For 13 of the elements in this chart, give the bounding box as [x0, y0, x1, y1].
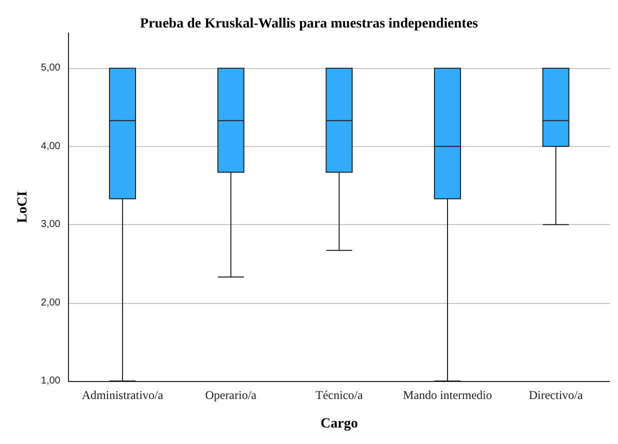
y-tick-label: 1,00 — [40, 376, 61, 386]
x-tick-label: Administrativo/a — [82, 388, 164, 402]
y-tick-label: 2,00 — [40, 297, 61, 308]
x-tick-label: Mando intermedio — [403, 388, 492, 402]
y-tick-label: 5,00 — [40, 62, 61, 74]
x-tick-label: Operario/a — [205, 388, 258, 402]
y-axis-title: LoCI — [16, 191, 30, 223]
chart-title: Prueba de Kruskal-Wallis para muestras independientes — [140, 16, 479, 32]
x-tick-label: Directivo/a — [528, 388, 584, 402]
x-axis-title: Cargo — [320, 416, 358, 432]
x-tick-label: Técnico/a — [316, 388, 364, 402]
y-tick-label: 3,00 — [40, 219, 61, 230]
y-tick-label: 4,00 — [40, 140, 61, 152]
